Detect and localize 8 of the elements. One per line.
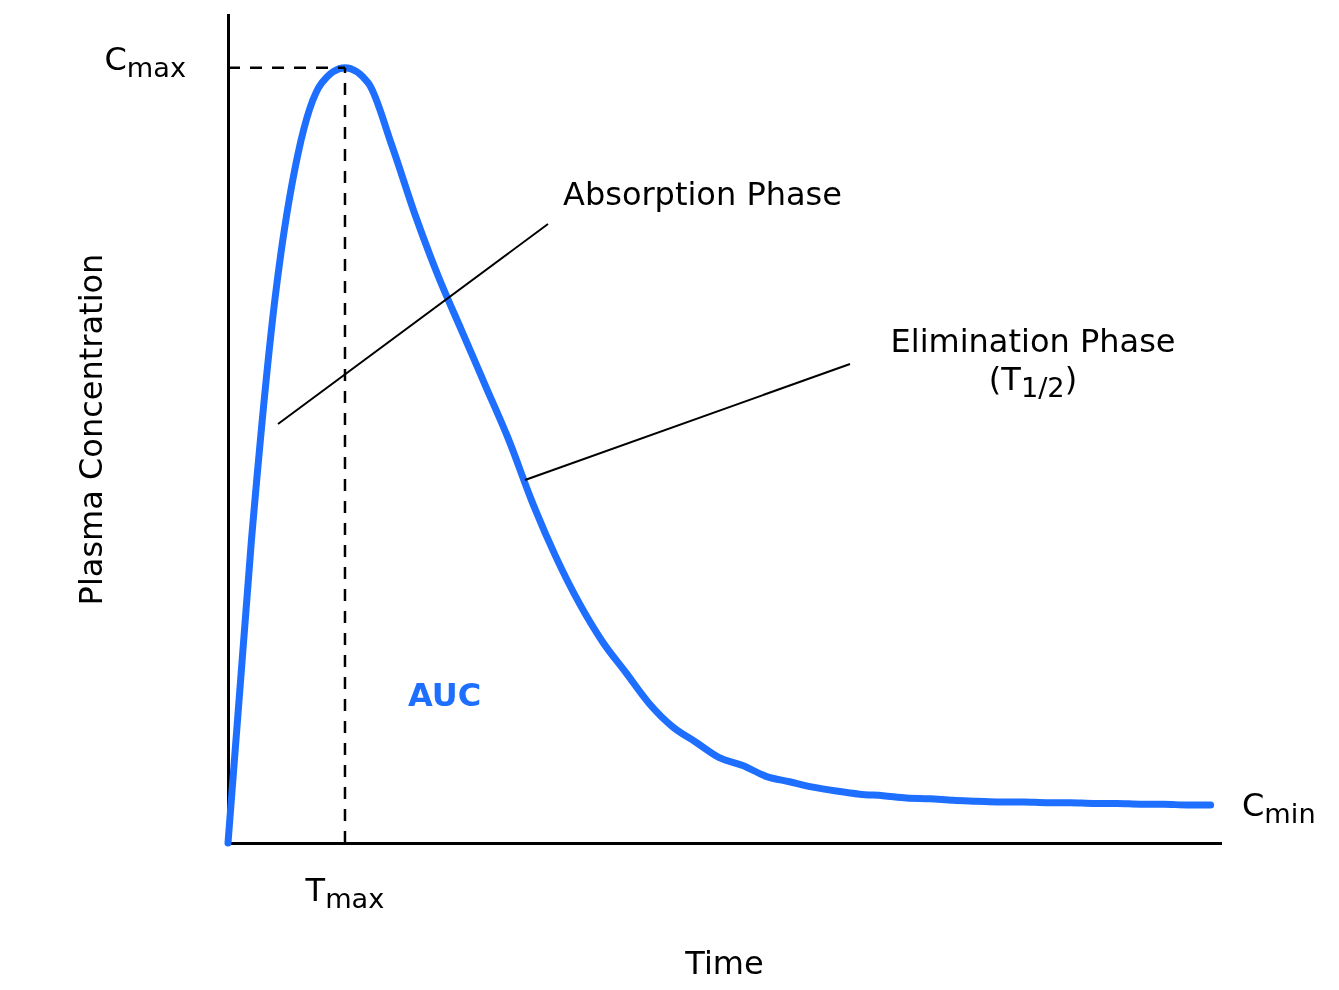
x-axis-title: Time xyxy=(684,943,764,982)
annotation: AUC xyxy=(408,676,482,715)
annotation: Elimination Phase (T$_{1/2}$) xyxy=(889,322,1177,406)
y-axis-title: Plasma Concentration xyxy=(71,253,110,606)
text: T$_{max}$ xyxy=(305,871,385,917)
text: C$_{min}$ xyxy=(1242,786,1316,832)
ref-line-label: C$_{max}$ xyxy=(104,39,186,85)
annotation: Absorption Phase xyxy=(563,175,842,214)
